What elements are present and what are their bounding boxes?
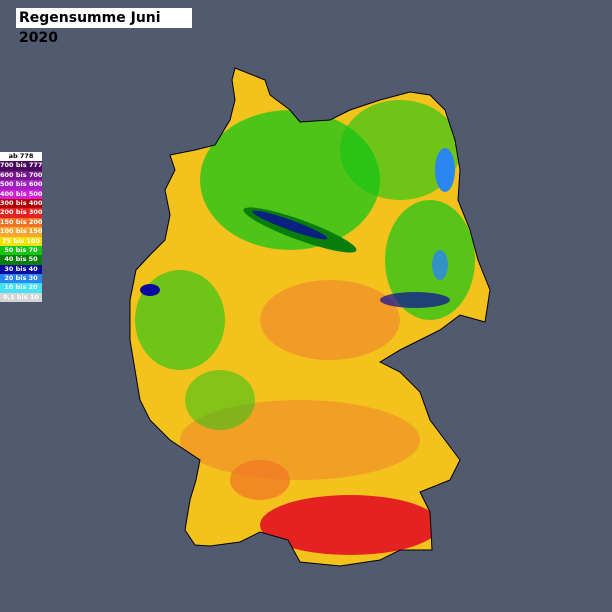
legend-item: 200 bis 300 [0,208,42,218]
legend-item: 600 bis 700 [0,170,42,181]
legend-item: 100 bis 150 [0,227,42,237]
legend-item: 40 bis 50 [0,255,42,265]
legend-item: 700 bis 777 [0,161,42,171]
legend-item: 150 bis 200 [0,217,42,228]
legend-item: 75 bis 100 [0,236,42,246]
legend-item: ab 778 [0,152,42,162]
legend-item: 0,1 bis 10 [0,292,42,303]
legend-item: 30 bis 40 [0,264,42,275]
legend-item: 500 bis 600 [0,180,42,190]
legend: ab 778 700 bis 777 600 bis 700 500 bis 600 4… [0,152,42,303]
legend-item: 400 bis 500 [0,189,42,199]
legend-item: 50 bis 70 [0,245,42,256]
legend-item: 10 bis 20 [0,283,42,293]
legend-item: 20 bis 30 [0,274,42,284]
legend-item: 300 bis 400 [0,198,42,209]
precip-field [130,68,490,566]
map-title: Regensumme Juni 2020 [16,8,192,46]
